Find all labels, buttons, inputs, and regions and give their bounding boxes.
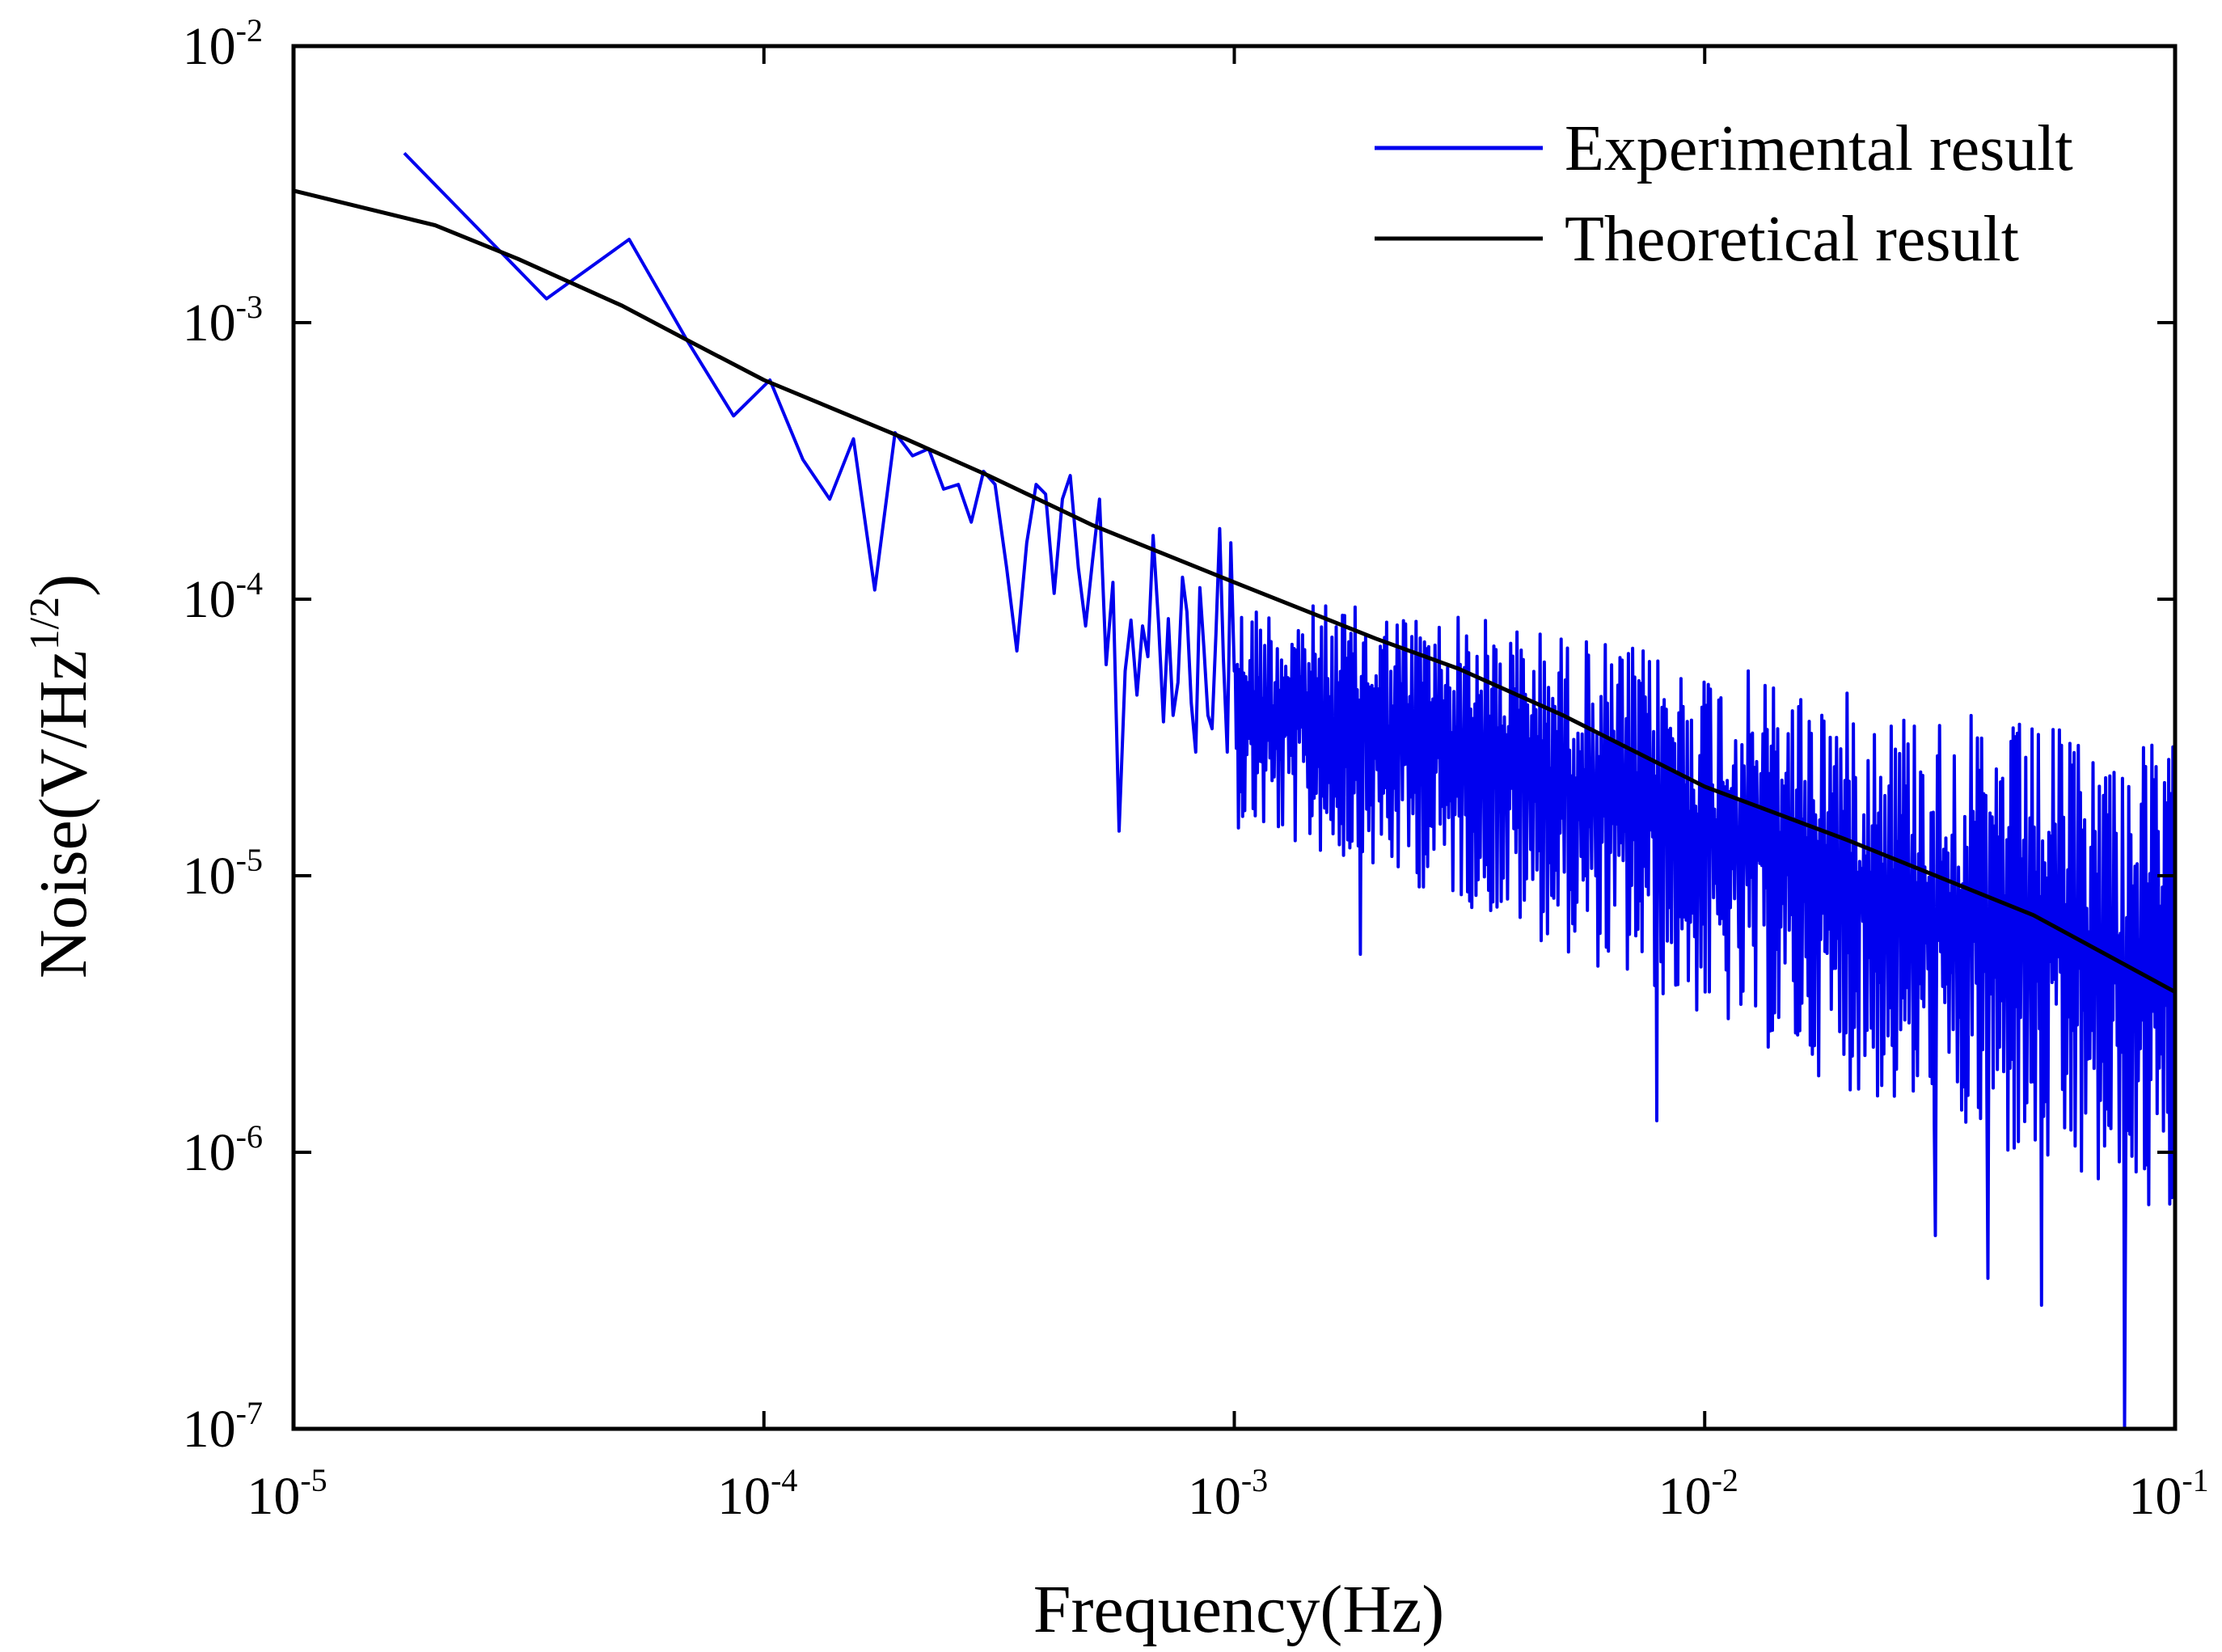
y-tick-label-exp: -3 [236,289,263,325]
y-tick-label: 10-6 [183,1118,263,1182]
x-tick-label-exp: -3 [1241,1462,1268,1498]
x-tick-label: 10-3 [1188,1462,1268,1526]
series-experimental-line [403,152,2175,1429]
y-tick-label-exp: -5 [236,842,263,878]
legend-label-experimental: Experimental result [1565,113,2073,184]
y-tick-label: 10-2 [183,12,263,76]
x-tick-label-base: 10 [247,1467,300,1526]
y-tick-label-base: 10 [183,1400,236,1459]
y-tick-label: 10-5 [183,842,263,906]
y-tick-label-exp: -4 [236,565,263,602]
y-tick-label: 10-4 [183,565,263,629]
y-tick-label-base: 10 [183,1123,236,1182]
x-tick-label-exp: -5 [300,1462,327,1498]
y-tick-label-base: 10 [183,570,236,629]
x-tick-label-exp: -2 [1712,1462,1738,1498]
x-tick-label: 10-2 [1658,1462,1738,1526]
series-theoretical-line [294,188,2175,994]
y-tick-label: 10-7 [183,1395,263,1459]
y-axis-title-main: Noise(V/Hz [26,650,101,978]
y-tick-label-exp: -6 [236,1118,263,1155]
legend: Experimental result Theoretical result [1375,113,2073,275]
y-tick-label-base: 10 [183,294,236,353]
x-tick-label-base: 10 [1188,1467,1241,1526]
x-tick-label: 10-1 [2128,1462,2208,1526]
y-tick-label: 10-3 [183,289,263,353]
x-tick-label-base: 10 [1658,1467,1712,1526]
plot-area [294,152,2175,1429]
axes: Frequency(Hz) Noise(V/Hz1/2) 10-5 10-4 10-… [22,12,2209,1647]
y-axis-title-close: ) [26,574,101,597]
x-tick-label: 10-4 [717,1462,797,1526]
y-tick-label-base: 10 [183,17,236,76]
y-tick-label-exp: -2 [236,12,263,49]
y-axis-title: Noise(V/Hz1/2) [22,574,101,978]
x-tick-label-base: 10 [2128,1467,2182,1526]
x-tick-label: 10-5 [247,1462,327,1526]
x-tick-label-exp: -1 [2182,1462,2208,1498]
x-tick-label-exp: -4 [771,1462,797,1498]
legend-label-theoretical: Theoretical result [1565,204,2019,275]
y-tick-label-exp: -7 [236,1395,263,1431]
y-axis-title-sup: 1/2 [22,597,68,650]
y-tick-label-base: 10 [183,847,236,906]
x-axis-title: Frequency(Hz) [1033,1572,1444,1647]
series-group [294,152,2175,1429]
x-tick-label-base: 10 [717,1467,771,1526]
